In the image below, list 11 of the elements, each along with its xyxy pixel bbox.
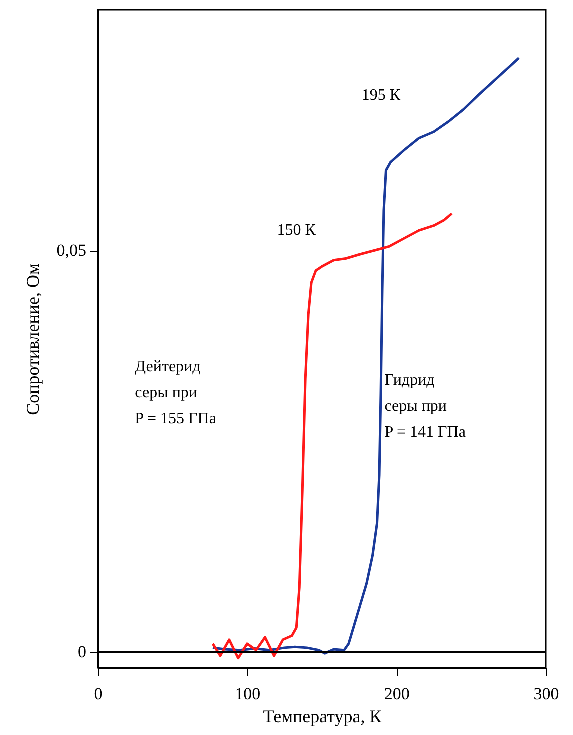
x-tick-label: 200	[384, 684, 410, 704]
x-tick-label: 300	[534, 684, 560, 704]
y-axis-title: Сопротивление, Ом	[22, 264, 43, 416]
annotation: 195 К	[362, 86, 401, 104]
y-tick-label: 0,05	[56, 241, 86, 260]
annotation: 150 К	[277, 222, 316, 239]
annotation: Гидрид серы при P = 141 ГПа	[384, 372, 466, 441]
x-tick-label: 100	[235, 684, 261, 704]
x-axis-title: Температура, К	[263, 706, 383, 726]
annotation: Дейтерид серы при P = 155 ГПа	[135, 358, 216, 428]
x-tick-label: 0	[94, 684, 103, 704]
